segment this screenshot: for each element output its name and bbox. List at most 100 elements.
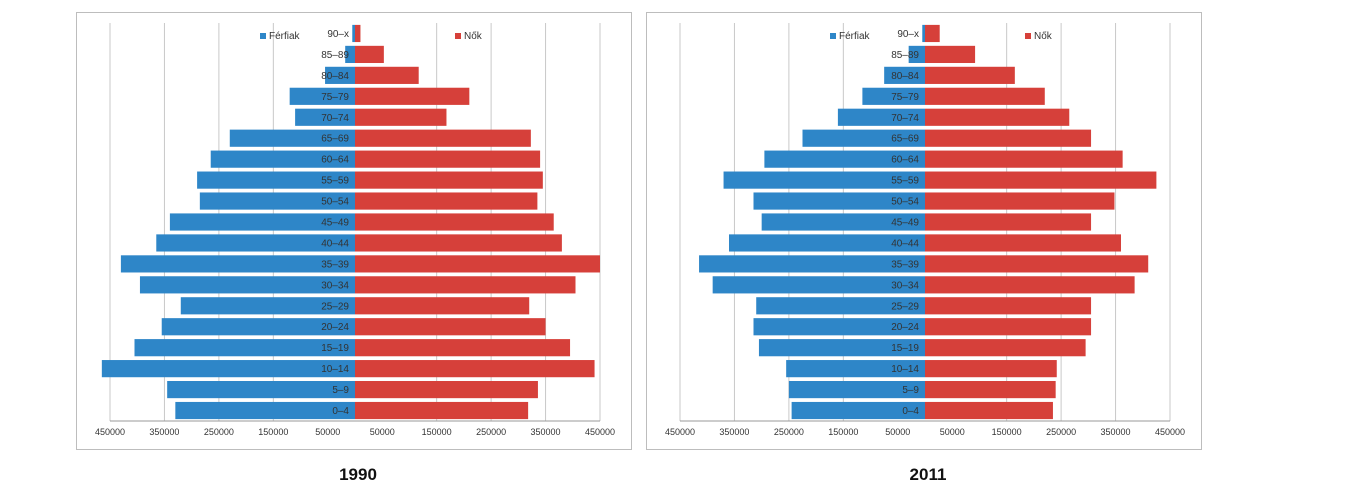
bar-male bbox=[786, 360, 925, 378]
age-group-label: 80–84 bbox=[891, 71, 919, 82]
bar-female bbox=[355, 234, 562, 252]
age-group-label: 70–74 bbox=[891, 113, 919, 124]
bar-female bbox=[355, 150, 541, 168]
bar-female bbox=[925, 129, 1092, 147]
bar-female bbox=[925, 171, 1157, 189]
age-group-label: 80–84 bbox=[321, 71, 349, 82]
age-group-label: 15–19 bbox=[891, 343, 919, 354]
bar-female bbox=[925, 150, 1123, 168]
pyramid-chart-2011-svg: 450000 350000 250000 150000 50000 50000 150000… bbox=[665, 23, 1185, 437]
bar-male bbox=[229, 129, 355, 147]
bar-male bbox=[729, 234, 925, 252]
x-tick-label: 150000 bbox=[422, 427, 452, 437]
bar-female bbox=[925, 45, 976, 64]
age-group-label: 35–39 bbox=[321, 259, 349, 270]
legend-label-male: Férfiak bbox=[269, 31, 301, 42]
bar-male bbox=[120, 255, 355, 273]
legend-swatch-male bbox=[260, 33, 266, 39]
bar-male bbox=[922, 24, 925, 43]
x-tick-label: 50000 bbox=[885, 427, 910, 437]
bar-female bbox=[355, 360, 595, 378]
bar-male bbox=[345, 45, 355, 64]
age-group-label: 15–19 bbox=[321, 343, 349, 354]
bar-male bbox=[764, 150, 925, 168]
age-group-label: 10–14 bbox=[321, 364, 349, 375]
x-tick-label: 450000 bbox=[1155, 427, 1185, 437]
age-group-label: 0–4 bbox=[902, 406, 919, 417]
bar-male bbox=[712, 276, 925, 294]
bar-female bbox=[925, 108, 1070, 126]
bar-male bbox=[753, 192, 925, 210]
x-tick-label: 150000 bbox=[992, 427, 1022, 437]
age-group-label: 35–39 bbox=[891, 259, 919, 270]
bar-female bbox=[355, 24, 361, 43]
bar-male bbox=[139, 276, 355, 294]
bar-female bbox=[925, 339, 1086, 357]
age-group-label: 65–69 bbox=[321, 134, 349, 145]
age-group-label: 5–9 bbox=[332, 385, 349, 396]
x-tick-label: 250000 bbox=[476, 427, 506, 437]
bar-male bbox=[180, 297, 355, 315]
pyramid-chart-1990: 450000 350000 250000 150000 50000 50000 150000… bbox=[76, 12, 632, 450]
bar-male bbox=[161, 318, 355, 336]
age-group-label: 75–79 bbox=[321, 92, 349, 103]
bar-female bbox=[355, 171, 543, 189]
age-group-label: 65–69 bbox=[891, 134, 919, 145]
age-group-label: 30–34 bbox=[891, 280, 919, 291]
bar-male bbox=[175, 401, 355, 420]
bar-male bbox=[156, 234, 355, 252]
bar-female bbox=[925, 255, 1149, 273]
bar-female bbox=[925, 401, 1053, 420]
x-tick-label: 50000 bbox=[315, 427, 340, 437]
bar-female bbox=[355, 255, 600, 273]
age-group-label: 25–29 bbox=[891, 301, 919, 312]
pyramid-chart-2011: 450000 350000 250000 150000 50000 50000 150000… bbox=[646, 12, 1202, 450]
legend-swatch-male bbox=[830, 33, 836, 39]
bar-female bbox=[925, 87, 1045, 105]
chart-title-2011: 2011 bbox=[909, 465, 947, 484]
bar-female bbox=[355, 276, 576, 294]
age-group-label: 45–49 bbox=[891, 218, 919, 229]
age-group-label: 30–34 bbox=[321, 280, 349, 291]
bar-female bbox=[355, 45, 384, 64]
legend-swatch-female bbox=[1025, 33, 1031, 39]
x-tick-label: 450000 bbox=[665, 427, 695, 437]
x-tick-label: 350000 bbox=[1101, 427, 1131, 437]
x-tick-label: 450000 bbox=[585, 427, 615, 437]
age-group-label: 70–74 bbox=[321, 113, 349, 124]
bar-male bbox=[753, 318, 925, 336]
bar-female bbox=[355, 192, 538, 210]
age-group-label: 10–14 bbox=[891, 364, 919, 375]
age-group-label: 75–79 bbox=[891, 92, 919, 103]
bar-male bbox=[210, 150, 355, 168]
age-group-label: 55–59 bbox=[891, 176, 919, 187]
age-group-label: 40–44 bbox=[891, 238, 919, 249]
x-tick-label: 450000 bbox=[95, 427, 125, 437]
bar-female bbox=[355, 129, 531, 147]
x-tick-label: 350000 bbox=[531, 427, 561, 437]
bar-male bbox=[758, 339, 925, 357]
bar-male bbox=[862, 87, 925, 105]
age-group-label: 20–24 bbox=[891, 322, 919, 333]
bar-male bbox=[699, 255, 925, 273]
age-group-label: 85–89 bbox=[891, 50, 919, 61]
bar-female bbox=[355, 297, 530, 315]
x-tick-label: 350000 bbox=[149, 427, 179, 437]
bar-female bbox=[355, 87, 470, 105]
bar-male bbox=[908, 45, 925, 64]
bar-male bbox=[723, 171, 925, 189]
age-group-label: 20–24 bbox=[321, 322, 349, 333]
bar-male bbox=[167, 380, 355, 399]
bar-male bbox=[352, 24, 355, 43]
bar-female bbox=[925, 213, 1092, 231]
bar-male bbox=[325, 66, 355, 84]
bar-male bbox=[788, 380, 925, 399]
age-group-label: 55–59 bbox=[321, 176, 349, 187]
bar-male bbox=[101, 360, 355, 378]
x-tick-label: 250000 bbox=[204, 427, 234, 437]
age-group-label: 5–9 bbox=[902, 385, 919, 396]
bar-female bbox=[925, 297, 1092, 315]
bar-male bbox=[791, 401, 925, 420]
x-tick-label: 150000 bbox=[258, 427, 288, 437]
age-group-label: 50–54 bbox=[891, 197, 919, 208]
